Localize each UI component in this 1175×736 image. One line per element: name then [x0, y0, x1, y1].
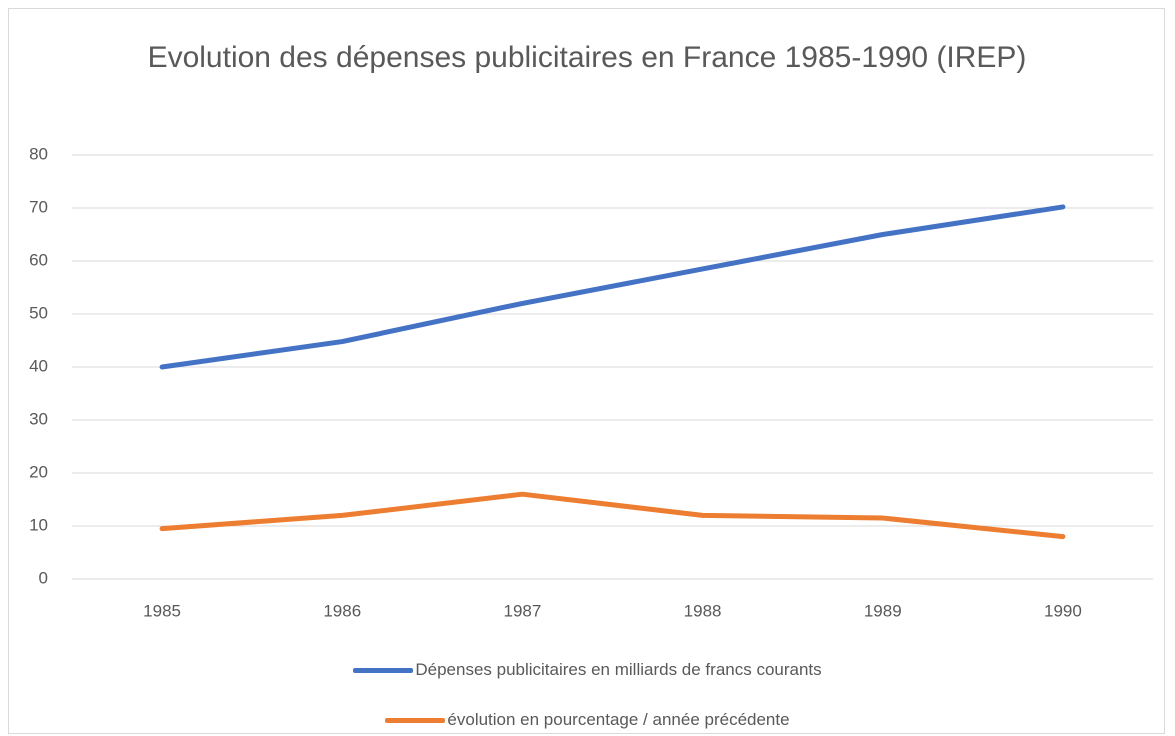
legend-label: évolution en pourcentage / année précéde… [447, 710, 790, 729]
legend-swatch [385, 717, 446, 723]
y-tick-label: 80 [29, 144, 48, 163]
y-tick-label: 60 [29, 250, 48, 269]
y-tick-label: 30 [29, 409, 48, 428]
chart-title: Evolution des dépenses publicitaires en … [147, 41, 1027, 74]
legend-swatch [353, 667, 414, 673]
x-tick-label: 1987 [504, 601, 542, 620]
x-tick-label: 1985 [143, 601, 181, 620]
line-series [159, 204, 1066, 370]
x-tick-label: 1989 [864, 601, 902, 620]
y-tick-label: 50 [29, 303, 48, 322]
y-tick-label: 20 [29, 462, 48, 481]
x-tick-label: 1988 [684, 601, 722, 620]
y-tick-label: 0 [39, 568, 48, 587]
x-tick-label: 1986 [323, 601, 361, 620]
x-tick-label: 1990 [1044, 601, 1082, 620]
y-tick-label: 70 [29, 197, 48, 216]
legend-item: évolution en pourcentage / année précéde… [385, 695, 790, 736]
y-tick-label: 40 [29, 356, 48, 375]
y-tick-label: 10 [29, 515, 48, 534]
legend: Dépenses publicitaires en milliards de f… [0, 645, 1175, 736]
chart-frame [8, 8, 1165, 734]
legend-label: Dépenses publicitaires en milliards de f… [415, 660, 822, 679]
line-series [159, 491, 1066, 540]
legend-item: Dépenses publicitaires en milliards de f… [353, 645, 822, 695]
